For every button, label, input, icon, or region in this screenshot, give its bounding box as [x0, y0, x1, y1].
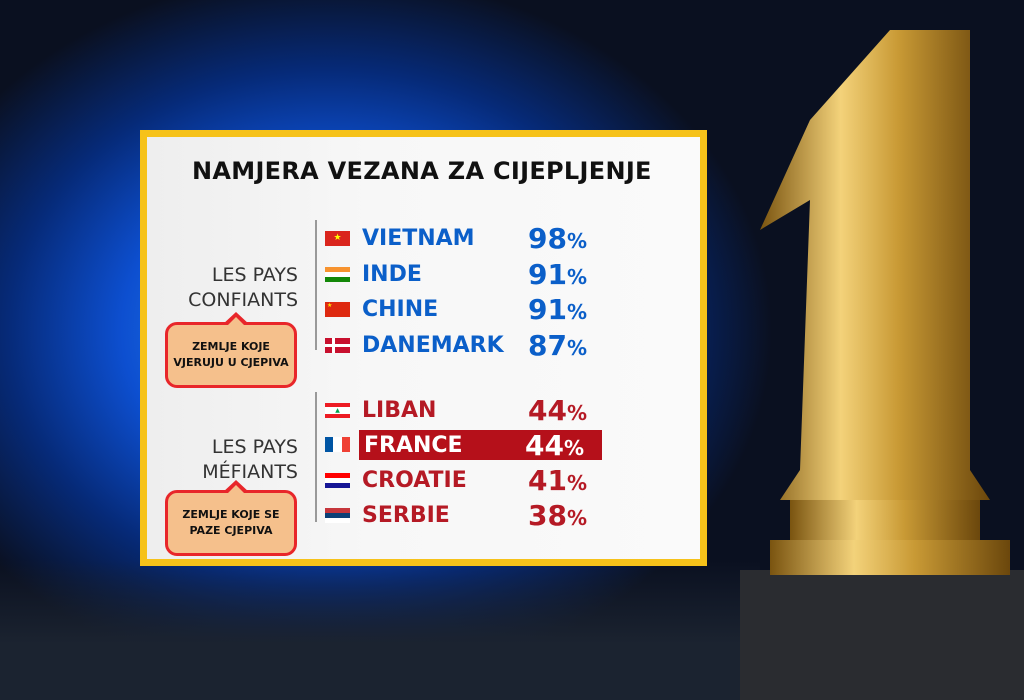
india-flag-icon — [325, 266, 350, 282]
percentage-value: 91% — [528, 293, 587, 326]
percentage-value: 41% — [528, 464, 587, 497]
percentage-value: 44% — [528, 394, 587, 427]
country-row: INDE 91% — [325, 258, 601, 291]
percentage-value: 44% — [525, 429, 584, 462]
country-name: SERBIE — [362, 502, 450, 528]
percent-sign: % — [566, 299, 588, 324]
percent-sign: % — [566, 400, 588, 425]
serbia-flag-icon — [325, 507, 350, 523]
country-name: CROATIE — [362, 467, 467, 493]
group-divider — [315, 220, 317, 350]
country-name: VIETNAM — [362, 225, 475, 251]
country-name: INDE — [362, 261, 422, 287]
lebanon-flag-icon: ▲ — [325, 402, 350, 418]
country-row: SERBIE 38% — [325, 499, 601, 532]
percent-sign: % — [566, 228, 588, 253]
percent-sign: % — [566, 264, 588, 289]
country-row: DANEMARK 87% — [325, 329, 601, 362]
percentage-number: 91 — [528, 257, 567, 291]
group-divider — [315, 392, 317, 522]
country-row: ★ VIETNAM 98% — [325, 222, 601, 255]
percentage-number: 44 — [528, 393, 567, 427]
country-name: CHINE — [362, 296, 439, 322]
percentage-number: 98 — [528, 221, 567, 255]
translation-callout: ZEMLJE KOJE SE PAZE CJEPIVA — [165, 480, 297, 556]
group-label-line: MÉFIANTS — [202, 461, 298, 483]
gold-trophy-number-one-image — [740, 30, 1024, 700]
percent-sign: % — [566, 470, 588, 495]
percent-sign: % — [566, 335, 588, 360]
group-label-line: LES PAYS — [211, 264, 298, 286]
percent-sign: % — [563, 435, 585, 460]
france-flag-icon — [325, 437, 350, 452]
infographic-panel: NAMJERA VEZANA ZA CIJEPLJENJE LES PAYS CO… — [140, 130, 707, 566]
croatia-flag-icon — [325, 472, 350, 488]
country-row: FRANCE 44% — [359, 429, 602, 462]
group-label-line: LES PAYS — [211, 436, 298, 458]
percentage-number: 38 — [528, 498, 567, 532]
percentage-number: 44 — [525, 428, 564, 462]
china-flag-icon: ★ — [325, 301, 350, 317]
percentage-number: 87 — [528, 328, 567, 362]
country-name: DANEMARK — [362, 332, 504, 358]
denmark-flag-icon — [325, 337, 350, 353]
percentage-number: 91 — [528, 292, 567, 326]
group-label-line: CONFIANTS — [188, 289, 298, 311]
country-name: FRANCE — [364, 432, 463, 458]
percentage-value: 87% — [528, 329, 587, 362]
country-name: LIBAN — [362, 397, 437, 423]
group-label: LES PAYS CONFIANTS — [188, 263, 298, 313]
percentage-value: 91% — [528, 258, 587, 291]
vietnam-flag-icon: ★ — [325, 230, 350, 246]
country-row: ▲ LIBAN 44% — [325, 394, 601, 427]
translation-callout: ZEMLJE KOJE VJERUJU U CJEPIVA — [165, 312, 297, 388]
percentage-value: 98% — [528, 222, 587, 255]
infographic-title: NAMJERA VEZANA ZA CIJEPLJENJE — [192, 157, 652, 185]
percentage-number: 41 — [528, 463, 567, 497]
country-row: CROATIE 41% — [325, 464, 601, 497]
percent-sign: % — [566, 505, 588, 530]
earth-background — [0, 560, 760, 700]
group-label: LES PAYS MÉFIANTS — [202, 435, 298, 485]
country-row: ★ CHINE 91% — [325, 293, 601, 326]
percentage-value: 38% — [528, 499, 587, 532]
